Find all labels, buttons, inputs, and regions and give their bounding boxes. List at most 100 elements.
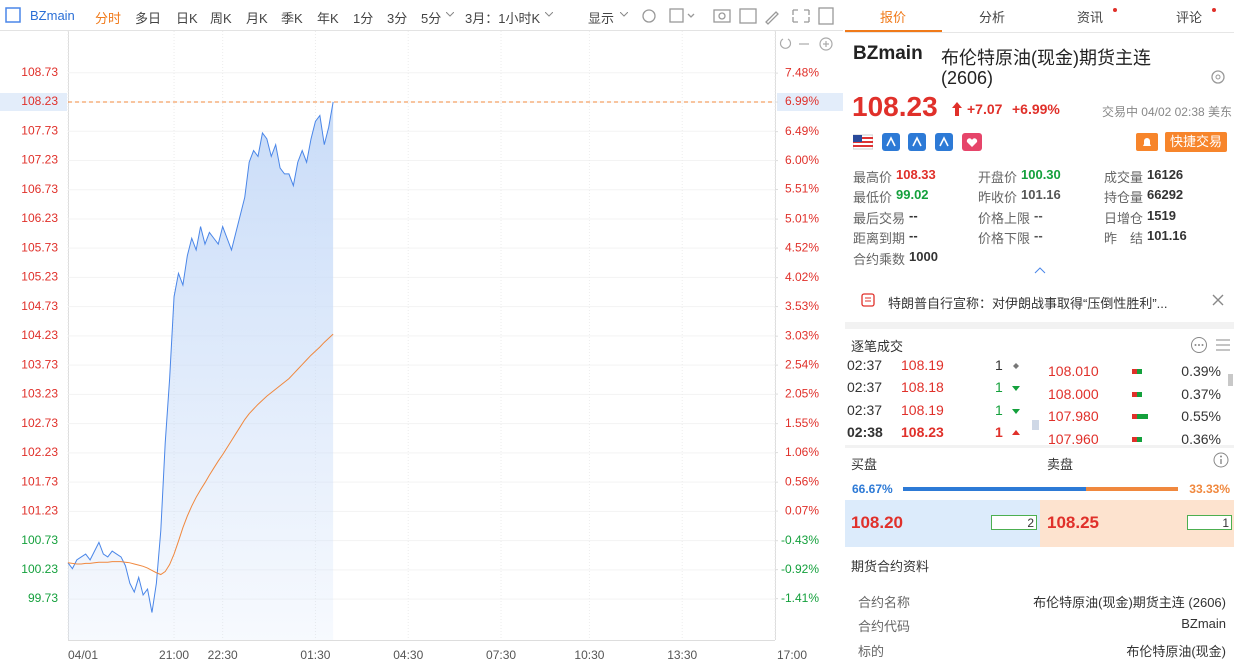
contract-value: BZmain bbox=[1181, 616, 1226, 631]
bid-price: 108.20 bbox=[851, 513, 903, 532]
news-icon bbox=[861, 293, 875, 307]
stat-value: 16126 bbox=[1147, 167, 1184, 182]
y-tick-label: 102.73 bbox=[21, 416, 58, 430]
depth-bar bbox=[1132, 369, 1142, 374]
scroll-thumb bbox=[1032, 420, 1039, 430]
trade-direction bbox=[1013, 363, 1019, 369]
ask-ratio: 33.33% bbox=[1189, 482, 1230, 496]
current-price-highlight bbox=[0, 92, 67, 111]
kline-period[interactable]: 3月：1小时K bbox=[465, 11, 541, 26]
toolbar-icons bbox=[642, 7, 834, 25]
stat-value: -- bbox=[909, 208, 918, 223]
y2-tick-label: 0.56% bbox=[785, 474, 819, 488]
info-icon bbox=[1213, 452, 1229, 468]
price-area bbox=[68, 101, 334, 641]
trade-time: 02:38 bbox=[847, 424, 883, 440]
scroll-thumb bbox=[1228, 374, 1233, 386]
contract-title: 期货合约资料 bbox=[851, 559, 930, 574]
list-icon bbox=[1216, 339, 1230, 351]
trade-volume: 1 bbox=[995, 379, 1003, 395]
news-headline[interactable]: 特朗普自行宣称：对伊朗战事取得“压倒性胜利”... bbox=[888, 296, 1168, 311]
period-tab[interactable]: 3分 bbox=[387, 11, 408, 26]
period-tab[interactable]: 分时 bbox=[95, 11, 122, 26]
y-tick-label: 105.73 bbox=[21, 240, 58, 254]
contract-value: 布伦特原油(现金) bbox=[1126, 644, 1226, 659]
period-tab[interactable]: 日K bbox=[176, 11, 198, 26]
trade-time: 02:37 bbox=[847, 402, 883, 418]
symbol[interactable]: BZmain bbox=[30, 8, 75, 23]
x-tick-label: 04/01 bbox=[68, 648, 98, 662]
y-tick-label: 101.23 bbox=[21, 504, 58, 518]
y2-tick-label: 4.02% bbox=[785, 270, 819, 284]
section-divider bbox=[845, 445, 1234, 448]
period-tab[interactable]: 季K bbox=[281, 11, 303, 26]
x-tick-label: 07:30 bbox=[486, 648, 516, 662]
bid-ratio: 66.67% bbox=[852, 482, 893, 496]
x-tick-label: 10:30 bbox=[574, 648, 604, 662]
bid-ratio-bar bbox=[903, 487, 1087, 491]
contract-label: 合约代码 bbox=[858, 619, 911, 634]
stat-value: 101.16 bbox=[1021, 187, 1061, 202]
display-menu[interactable]: 显示 bbox=[588, 11, 615, 26]
depth-bar bbox=[1132, 437, 1142, 442]
depth-bar bbox=[1132, 414, 1148, 419]
panel-tab[interactable]: 评论 bbox=[1176, 10, 1203, 25]
y-tick-label: 106.73 bbox=[21, 182, 58, 196]
y2-tick-label: -0.92% bbox=[781, 562, 819, 576]
depth-price: 108.010 bbox=[1048, 363, 1099, 379]
red-dot bbox=[1212, 8, 1216, 12]
collapse-chevron bbox=[1034, 267, 1046, 274]
x-tick-label: 21:00 bbox=[159, 648, 189, 662]
y2-tick-label: 5.01% bbox=[785, 211, 819, 225]
y2-tick-label: 2.05% bbox=[785, 386, 819, 400]
stat-value: 99.02 bbox=[896, 187, 929, 202]
period-tab[interactable]: 1分 bbox=[353, 11, 374, 26]
current-price-highlight bbox=[777, 92, 843, 111]
trading-status: 交易中 04/02 02:38 美东 bbox=[1101, 105, 1232, 119]
y-tick-label: 104.73 bbox=[21, 299, 58, 313]
depth-pct: 0.36% bbox=[1181, 431, 1221, 447]
trade-direction bbox=[1012, 409, 1020, 414]
panel-tab[interactable]: 资讯 bbox=[1077, 10, 1104, 25]
stat-value: 1000 bbox=[909, 249, 938, 264]
y2-tick-label: 2.54% bbox=[785, 357, 819, 371]
trade-time: 02:37 bbox=[847, 379, 883, 395]
stat-label: 开盘价 bbox=[978, 170, 1018, 185]
symbol-icon bbox=[5, 7, 21, 23]
y2-tick-label: -1.41% bbox=[781, 591, 819, 605]
y-tick-label: 103.23 bbox=[21, 387, 58, 401]
period-tab[interactable]: 周K bbox=[210, 11, 232, 26]
stat-value: -- bbox=[909, 228, 918, 243]
y2-tick-label: 3.53% bbox=[785, 299, 819, 313]
period-tab[interactable]: 月K bbox=[246, 11, 268, 26]
contract-label: 合约名称 bbox=[858, 595, 911, 610]
feature-icon bbox=[882, 133, 900, 151]
x-tick-label: 22:30 bbox=[208, 648, 238, 662]
x-tick-label: 13:30 bbox=[667, 648, 697, 662]
stat-value: 101.16 bbox=[1147, 228, 1187, 243]
quick-trade-button[interactable]: 快捷交易 bbox=[1165, 132, 1228, 152]
more-icon bbox=[1191, 337, 1207, 353]
stat-value: 108.33 bbox=[896, 167, 936, 182]
dropdown-arrow bbox=[545, 12, 553, 17]
period-tab[interactable]: 多日 bbox=[135, 11, 162, 26]
zoom-icons bbox=[779, 37, 833, 51]
quote-contract: (2606) bbox=[941, 68, 994, 88]
feature-icon bbox=[935, 133, 953, 151]
stat-value: 1519 bbox=[1147, 208, 1176, 223]
tab-underline bbox=[845, 30, 942, 32]
y2-tick-label: 1.55% bbox=[785, 416, 819, 430]
period-tab[interactable]: 5分 bbox=[421, 11, 442, 26]
up-arrow bbox=[952, 102, 962, 116]
panel-tab[interactable]: 分析 bbox=[979, 10, 1006, 25]
stat-label: 距离到期 bbox=[853, 231, 906, 246]
price-line bbox=[67, 101, 334, 613]
quote-name: 布伦特原油(现金)期货主连 bbox=[941, 48, 1151, 68]
red-dot bbox=[1113, 8, 1117, 12]
panel-tab[interactable]: 报价 bbox=[880, 10, 907, 25]
y-tick-label: 104.23 bbox=[21, 328, 58, 342]
y-tick-label: 107.73 bbox=[21, 123, 58, 137]
y-tick-label: 105.23 bbox=[21, 270, 58, 284]
period-tab[interactable]: 年K bbox=[317, 11, 339, 26]
y2-tick-label: 3.03% bbox=[785, 328, 819, 342]
